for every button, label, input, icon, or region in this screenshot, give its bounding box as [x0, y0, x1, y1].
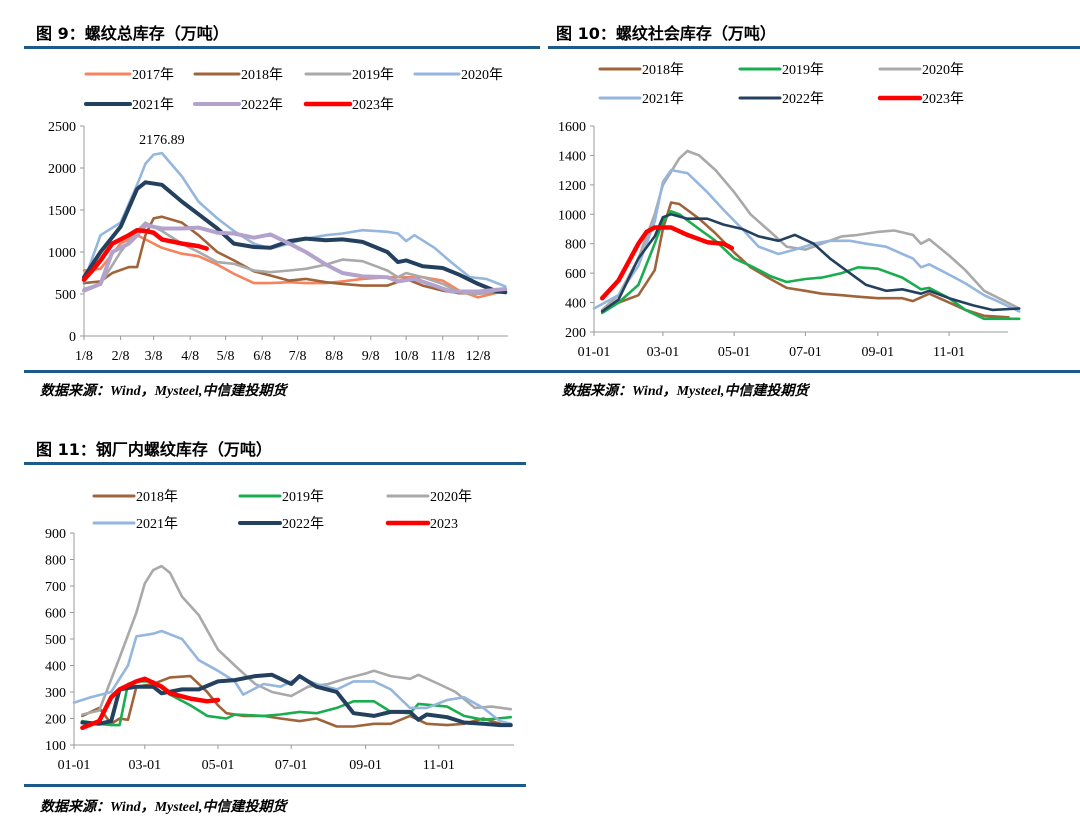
y-tick-label: 100	[45, 739, 66, 754]
x-tick-label: 8/8	[325, 349, 343, 364]
x-tick-label: 12/8	[466, 349, 491, 364]
source-note-chart-9: 数据来源：Wind，Mysteel,中信建投期货	[40, 384, 287, 399]
x-tick-label: 7/8	[289, 349, 307, 364]
y-tick-label: 600	[45, 607, 66, 622]
y-tick-label: 1000	[48, 246, 76, 261]
series-line-2020年	[600, 149, 1021, 312]
x-tick-label: 5/8	[217, 349, 235, 364]
legend-label: 2019年	[782, 62, 824, 78]
x-tick-label: 09-01	[861, 345, 894, 360]
legend-label: 2023年	[922, 91, 964, 107]
series-line-2019年	[600, 210, 1021, 321]
x-tick-label: 4/8	[181, 349, 199, 364]
y-tick-label: 600	[565, 267, 586, 282]
legend-label: 2021年	[642, 91, 684, 107]
x-tick-label: 2/8	[112, 349, 130, 364]
source-note-chart-11: 数据来源：Wind，Mysteel,中信建投期货	[40, 800, 287, 815]
x-tick-label: 6/8	[253, 349, 271, 364]
chart-9-title: 图 9：螺纹总库存（万吨）	[36, 24, 229, 43]
chart-10-title: 图 10：螺纹社会库存（万吨）	[556, 24, 776, 43]
legend-label: 2018年	[241, 67, 283, 83]
y-tick-label: 500	[55, 288, 76, 303]
legend-label: 2020年	[461, 67, 503, 83]
source-rule	[24, 784, 526, 787]
x-tick-label: 01-01	[58, 758, 91, 773]
series-line-2018年	[82, 215, 507, 295]
series-line-2023年	[599, 225, 735, 301]
y-tick-label: 700	[45, 580, 66, 595]
legend-label: 2023	[430, 517, 458, 532]
y-tick-label: 1400	[558, 149, 586, 164]
x-tick-label: 1/8	[75, 349, 93, 364]
y-tick-label: 200	[45, 713, 66, 728]
series-line-2022年	[82, 223, 508, 294]
x-tick-label: 07-01	[275, 758, 308, 773]
y-tick-label: 1500	[48, 204, 76, 219]
y-tick-label: 800	[45, 554, 66, 569]
x-tick-label: 3/8	[145, 349, 163, 364]
y-tick-label: 800	[565, 238, 586, 253]
legend-label: 2022年	[241, 97, 283, 113]
legend-label: 2022年	[282, 516, 324, 532]
legend-label: 2017年	[132, 67, 174, 83]
y-tick-label: 900	[45, 527, 66, 542]
legend-label: 2020年	[430, 489, 472, 505]
title-rule	[548, 46, 1080, 49]
y-tick-label: 1000	[558, 208, 586, 223]
x-tick-label: 9/8	[362, 349, 380, 364]
legend-label: 2022年	[782, 91, 824, 107]
legend-label: 2019年	[282, 489, 324, 505]
x-tick-label: 11/8	[431, 349, 455, 364]
legend-label: 2018年	[136, 489, 178, 505]
y-tick-label: 0	[69, 330, 76, 345]
series-line-2022年	[600, 213, 1021, 313]
series-line-2021年	[82, 180, 508, 295]
y-tick-label: 400	[45, 660, 66, 675]
series-line-2019年	[82, 221, 507, 296]
x-tick-label: 01-01	[578, 345, 611, 360]
legend-label: 2020年	[922, 62, 964, 78]
x-tick-label: 05-01	[202, 758, 235, 773]
source-rule	[24, 370, 1080, 373]
source-note-chart-10: 数据来源：Wind，Mysteel,中信建投期货	[562, 384, 809, 399]
x-tick-label: 03-01	[647, 345, 680, 360]
y-tick-label: 500	[45, 633, 66, 648]
title-rule	[24, 462, 526, 465]
series-line-2022年	[80, 672, 513, 728]
x-tick-label: 03-01	[128, 758, 161, 773]
legend-label: 2023年	[352, 97, 394, 113]
data-label: 2176.89	[139, 133, 185, 148]
series-line-2023年	[81, 227, 209, 282]
legend-label: 2021年	[132, 97, 174, 113]
title-rule	[24, 46, 540, 49]
series-line-2020年	[81, 564, 513, 716]
y-tick-label: 1200	[558, 179, 586, 194]
y-tick-label: 1600	[558, 120, 586, 135]
y-tick-label: 400	[565, 297, 586, 312]
x-tick-label: 10/8	[394, 349, 419, 364]
x-tick-label: 07-01	[789, 345, 822, 360]
y-tick-label: 200	[565, 326, 586, 341]
legend-label: 2018年	[642, 62, 684, 78]
x-tick-label: 05-01	[718, 345, 751, 360]
series-line-2023	[80, 676, 221, 731]
y-tick-label: 2000	[48, 162, 76, 177]
legend-label: 2019年	[352, 67, 394, 83]
y-tick-label: 2500	[48, 120, 76, 135]
x-tick-label: 11-01	[933, 345, 965, 360]
x-tick-label: 11-01	[423, 758, 455, 773]
y-tick-label: 300	[45, 686, 66, 701]
x-tick-label: 09-01	[349, 758, 382, 773]
series-line-2021年	[72, 629, 513, 726]
chart-11-title: 图 11：钢厂内螺纹库存（万吨）	[36, 440, 272, 459]
legend-label: 2021年	[136, 516, 178, 532]
